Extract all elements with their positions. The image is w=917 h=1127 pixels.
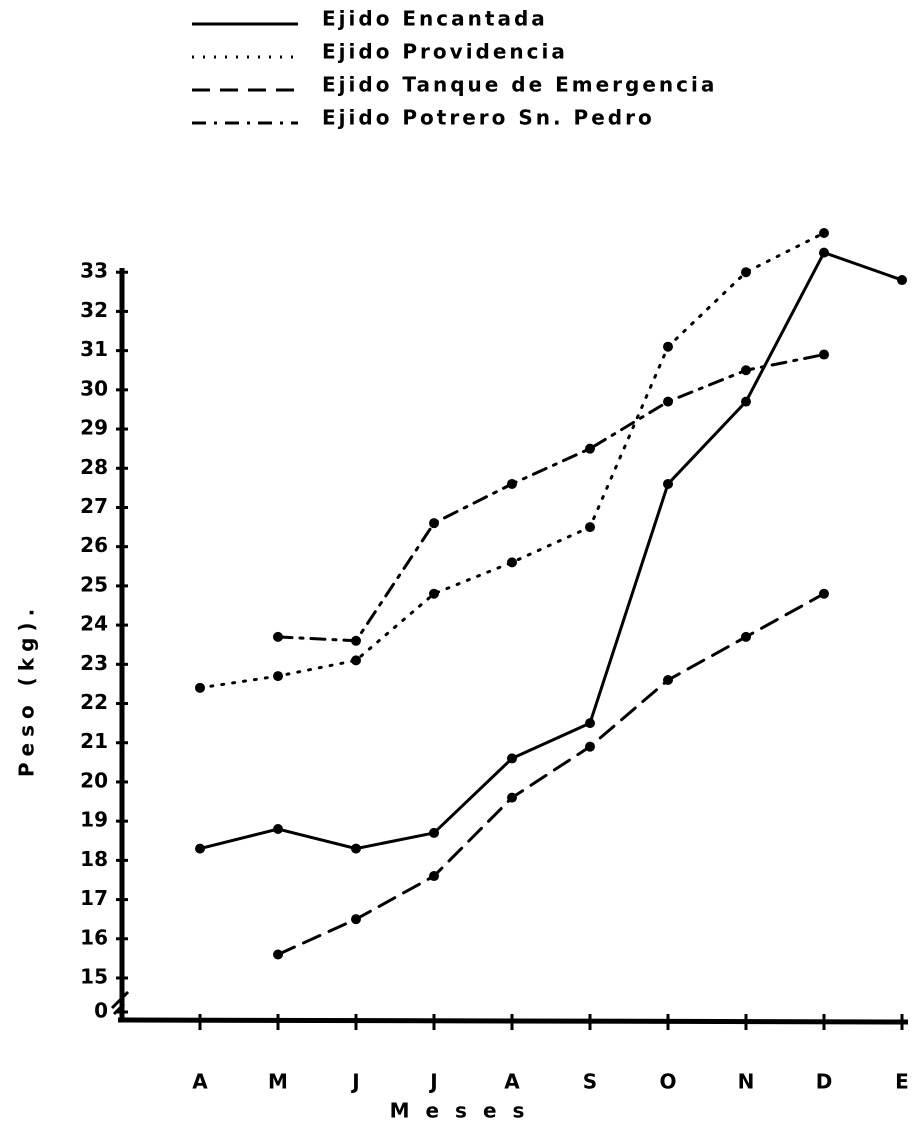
y-tick-label: 23 — [80, 651, 108, 675]
series-line — [198, 250, 904, 851]
x-axis-label: Meses — [390, 1099, 541, 1123]
legend-label: Ejido Encantada — [322, 7, 548, 31]
data-point — [819, 247, 829, 258]
data-point — [351, 914, 361, 925]
data-point — [741, 365, 751, 376]
x-tick-label: J — [428, 1070, 437, 1094]
y-axis-label: Peso (kg). — [15, 603, 39, 777]
y-tick-label: 28 — [80, 455, 108, 479]
x-tick-label: A — [504, 1070, 520, 1094]
y-tick-label: 22 — [80, 690, 108, 714]
data-point — [741, 631, 751, 642]
x-tick-label: J — [350, 1070, 359, 1094]
x-tick-label: D — [816, 1070, 833, 1094]
series-line — [276, 592, 826, 956]
data-point — [585, 741, 595, 752]
y-tick-label: 21 — [80, 729, 108, 753]
y-tick-label: 16 — [80, 925, 108, 949]
data-point — [585, 443, 595, 454]
y-tick-label: 17 — [80, 886, 108, 910]
data-point — [663, 341, 673, 352]
axis-break — [110, 990, 130, 1016]
data-point — [351, 843, 361, 854]
data-point — [585, 718, 595, 729]
data-point — [429, 827, 439, 838]
data-point — [819, 588, 829, 599]
x-tick-label: S — [583, 1070, 597, 1094]
y-tick-label: 32 — [80, 298, 108, 322]
data-point — [663, 396, 673, 407]
data-point — [507, 478, 517, 489]
series-line — [276, 353, 826, 643]
data-point — [507, 792, 517, 803]
data-point — [663, 478, 673, 489]
data-point — [507, 753, 517, 764]
legend-label: Ejido Tanque de Emergencia — [322, 73, 717, 97]
data-point — [507, 557, 517, 568]
data-point — [819, 228, 829, 238]
x-tick-label: A — [192, 1070, 208, 1094]
x-tick-label: M — [268, 1070, 288, 1094]
y-tick-label: 15 — [80, 965, 108, 989]
y-tick-label: 31 — [80, 337, 108, 361]
y-tick-label: 24 — [80, 612, 108, 636]
data-point — [273, 671, 283, 682]
data-point — [273, 824, 283, 834]
series-line — [198, 231, 826, 690]
data-point — [195, 843, 205, 854]
y-tick-label: 33 — [80, 259, 108, 283]
data-point — [897, 275, 907, 286]
y-tick-label: 27 — [80, 494, 108, 518]
y-tick-label: 29 — [80, 416, 108, 440]
x-tick-label: N — [738, 1070, 755, 1094]
y-tick-label: 0 — [94, 999, 108, 1023]
y-tick-label: 20 — [80, 768, 108, 792]
x-tick-label: O — [659, 1070, 676, 1094]
data-point — [273, 949, 283, 960]
y-tick-label: 19 — [80, 808, 108, 832]
data-point — [351, 635, 361, 646]
y-tick-label: 26 — [80, 533, 108, 557]
legend-label: Ejido Providencia — [322, 40, 568, 64]
data-point — [351, 655, 361, 666]
data-point — [429, 871, 439, 882]
x-tick-label: E — [895, 1070, 909, 1094]
data-point — [663, 675, 673, 685]
data-point — [741, 396, 751, 407]
data-point — [429, 518, 439, 529]
data-point — [429, 588, 439, 599]
y-tick-label: 25 — [80, 572, 108, 596]
y-tick-label: 18 — [80, 847, 108, 871]
data-point — [273, 631, 283, 642]
data-point — [819, 349, 829, 360]
data-point — [585, 522, 595, 533]
legend-label: Ejido Potrero Sn. Pedro — [322, 106, 655, 130]
data-point — [741, 267, 751, 278]
data-point — [195, 682, 205, 693]
y-tick-label: 30 — [80, 376, 108, 400]
